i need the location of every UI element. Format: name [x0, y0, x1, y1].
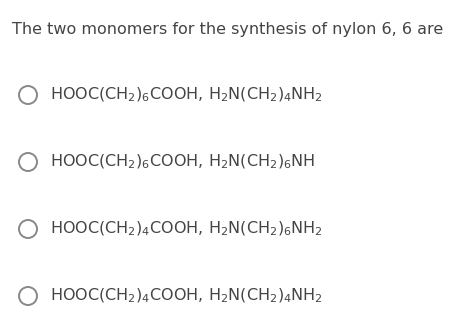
Text: HOOC(CH$_2$)$_4$COOH, H$_2$N(CH$_2$)$_6$NH$_2$: HOOC(CH$_2$)$_4$COOH, H$_2$N(CH$_2$)$_6$… — [50, 220, 322, 238]
Text: HOOC(CH$_2$)$_4$COOH, H$_2$N(CH$_2$)$_4$NH$_2$: HOOC(CH$_2$)$_4$COOH, H$_2$N(CH$_2$)$_4$… — [50, 287, 322, 305]
Text: HOOC(CH$_2$)$_6$COOH, H$_2$N(CH$_2$)$_4$NH$_2$: HOOC(CH$_2$)$_6$COOH, H$_2$N(CH$_2$)$_4$… — [50, 86, 322, 104]
Text: HOOC(CH$_2$)$_6$COOH, H$_2$N(CH$_2$)$_6$NH: HOOC(CH$_2$)$_6$COOH, H$_2$N(CH$_2$)$_6$… — [50, 153, 315, 171]
Text: The two monomers for the synthesis of nylon 6, 6 are: The two monomers for the synthesis of ny… — [12, 22, 443, 37]
